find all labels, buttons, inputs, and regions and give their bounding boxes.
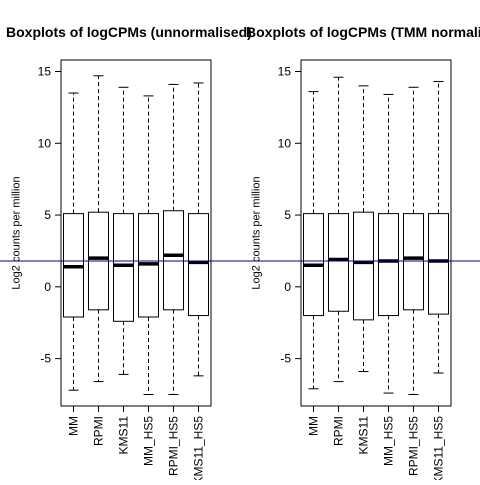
- x-tick-label: MM_HS5: [382, 416, 396, 466]
- x-tick-label: MM: [307, 416, 321, 436]
- chart-title: Boxplots of logCPMs (unnormalised): [6, 24, 252, 40]
- y-axis-label: Log2 counts per million: [251, 176, 263, 289]
- x-tick-label: KMS11_HS5: [192, 416, 206, 480]
- plot-frame: [60, 59, 212, 407]
- iqr-box: [188, 213, 209, 317]
- iqr-box: [163, 210, 184, 311]
- x-tick-label: MM_HS5: [142, 416, 156, 466]
- y-tick-label: 15: [278, 64, 292, 78]
- y-tick-label: 5: [44, 208, 51, 222]
- box-0: [63, 92, 84, 391]
- box-5: [188, 82, 209, 377]
- x-tick-label: KMS11_HS5: [432, 416, 446, 480]
- box-0: [303, 91, 324, 390]
- iqr-box: [378, 213, 399, 317]
- y-tick-label: 15: [38, 64, 52, 78]
- plot-frame: [300, 59, 452, 407]
- box-4: [403, 86, 424, 396]
- x-tick-label: KMS11: [117, 416, 131, 455]
- panel-unnormalised: Boxplots of logCPMs (unnormalised) Log2 c…: [0, 24, 252, 484]
- iqr-box: [353, 211, 374, 321]
- iqr-box: [403, 213, 424, 311]
- y-tick-label: -5: [280, 352, 291, 366]
- chart-title: Boxplots of logCPMs (TMM normalised): [246, 24, 480, 40]
- box-3: [378, 93, 399, 394]
- y-tick-label: 0: [284, 280, 291, 294]
- x-tick-label: RPMI: [332, 416, 346, 446]
- x-tick-label: KMS11: [357, 416, 371, 455]
- y-tick-label: 10: [38, 136, 52, 150]
- y-tick-label: -5: [40, 352, 51, 366]
- x-tick-label: RPMI_HS5: [167, 416, 181, 476]
- y-axis-label: Log2 counts per million: [11, 176, 23, 289]
- box-1: [88, 75, 109, 383]
- box-2: [353, 85, 374, 373]
- panel-tmm-normalised: Boxplots of logCPMs (TMM normalised) Log2…: [240, 24, 480, 484]
- y-tick-label: 0: [44, 280, 51, 294]
- box-4: [163, 83, 184, 396]
- box-2: [113, 86, 134, 375]
- box-1: [328, 76, 349, 383]
- x-tick-label: MM: [67, 416, 81, 436]
- x-tick-label: RPMI_HS5: [407, 416, 421, 476]
- y-tick-label: 10: [278, 136, 292, 150]
- iqr-box: [328, 213, 349, 312]
- y-tick-label: 5: [284, 208, 291, 222]
- iqr-box: [428, 213, 449, 315]
- box-3: [138, 95, 159, 396]
- box-5: [428, 81, 449, 374]
- x-tick-label: RPMI: [92, 416, 106, 446]
- iqr-box: [113, 213, 134, 322]
